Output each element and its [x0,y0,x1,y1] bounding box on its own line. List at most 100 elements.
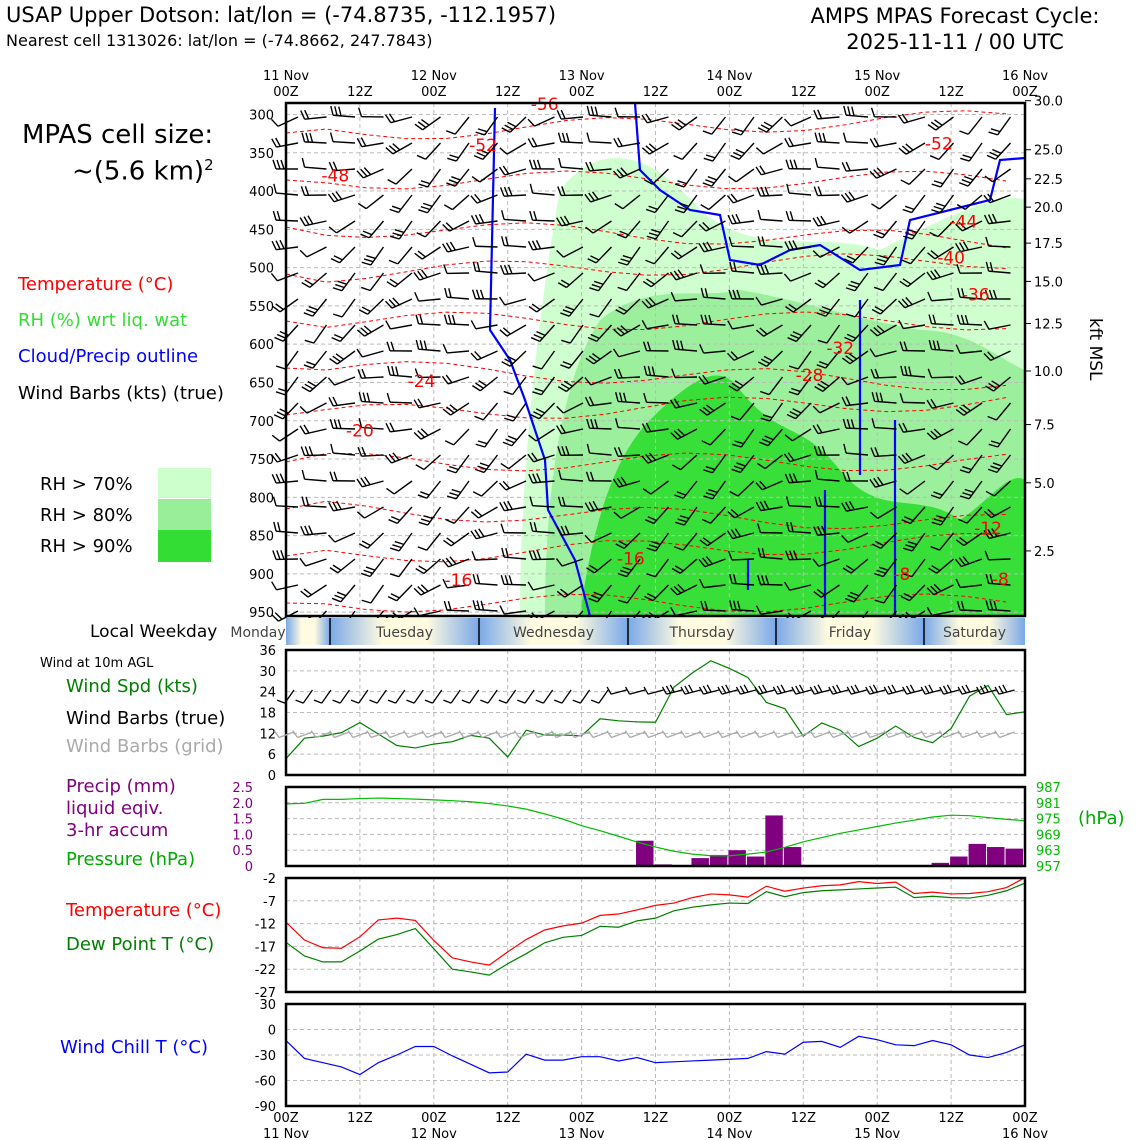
wind-barb [385,142,413,155]
wind-barb-flag [814,132,819,142]
top-hour-label: 00Z [273,85,299,100]
wind-barb-flag [929,155,940,161]
wind-barb [418,168,442,188]
wind-barb-flag [647,366,652,376]
wind-barb [787,324,812,343]
wind-barb [931,194,955,214]
wind-barb-flag [420,180,431,185]
wind-barb-staff [681,220,698,238]
wind-barb [672,339,698,352]
wind-barb-flag [300,525,306,536]
wind-barb-flag [308,305,318,311]
wind-barb-flag [301,281,311,289]
wind-barb-staff [334,376,356,386]
wind-barb-flag [446,406,455,414]
wind-barb-staff [646,401,669,404]
wind-barb-flag [848,191,856,200]
wind-barb-flag [991,528,998,537]
wind-barb-flag [959,469,970,474]
wind-barb-flag [845,313,856,318]
wind-barb-flag [757,547,762,558]
wind-barb-flag [726,195,735,204]
wind-barb-flag [927,252,936,260]
wind-panel-frame [284,648,1027,777]
wind-barb [783,452,812,463]
precip-frame [284,785,1027,868]
wind-barb-flag [987,351,995,360]
true-barb-flag [480,699,489,704]
kft-tick: 20.0 [1034,201,1063,216]
wind-barb [328,396,356,407]
wind-barb-flag [585,471,591,482]
wind-barb [869,476,897,488]
grid-barb-staff [481,731,498,739]
wind-barb [870,368,897,379]
true-barb-flag [998,685,1004,694]
wind-barb-flag [531,240,538,250]
wind-barb-flag [414,292,420,302]
wind-barb [586,418,612,430]
wind-barb-flag [475,131,485,136]
wind-barb-staff [760,610,783,615]
wind-barb [958,428,983,446]
true-barb-flag [754,686,760,695]
wind-barb-staff [306,402,327,414]
wind-barb [931,506,955,526]
wind-barb-flag [357,369,363,379]
wind-barb-flag [841,162,847,172]
wind-barb-flag [502,480,511,489]
top-date-label: 16 Nov [1002,69,1048,84]
wind-barb-flag [418,521,429,526]
wind-barb-flag [788,303,797,311]
wind-barb-flag [899,393,904,403]
grid-wind-barb [532,730,553,739]
wind-barb-flag [817,109,823,119]
wind-barb-flag [561,446,566,456]
wind-barb [703,142,727,162]
wind-barb-staff [626,584,641,604]
true-barb-staff [284,689,295,704]
wind-barb-flag [471,385,481,392]
wind-barb-staff [453,506,470,524]
wind-barb-flag [301,157,306,168]
wind-barb [700,314,726,326]
wind-barb [984,168,1011,183]
grid-wind-barb [735,730,757,739]
wind-barb-flag [646,573,656,578]
wind-barb [955,532,983,547]
true-barb-flag [443,699,452,704]
wind-barb [617,272,641,292]
bottom-date-label: 16 Nov [1002,1127,1048,1140]
wind-barb-flag [875,392,880,402]
wind-barb-flag [708,488,718,494]
wind-barb [845,272,869,292]
wind-barb [443,194,470,211]
wind-barb-flag [670,252,679,260]
wind-barb [641,142,669,155]
wind-barb-flag [702,406,711,414]
wind-barb-flag [304,446,310,456]
wind-barb [985,261,1011,274]
wind-barb [584,376,612,386]
chill-panel-ytick: -30 [255,1049,276,1064]
wind-barb-staff [313,324,328,344]
grid-wind-barb [754,730,775,739]
true-barb-flag [702,685,708,694]
wind-barb-flag [502,165,510,175]
wind-barb-flag [698,558,706,568]
wind-barb [675,506,698,526]
wind-barb-flag [449,154,459,159]
wind-barb-staff [393,480,413,495]
wind-barb-staff [931,298,954,302]
weekday-segment [330,618,479,645]
wind-barb-flag [620,476,628,486]
wind-barb-staff [532,192,555,196]
wind-barb [414,246,441,260]
wind-barb-flag [728,600,733,610]
wind-barb-flag [615,543,625,549]
wind-barb [327,191,356,203]
wind-barb [898,319,926,330]
wind-barb-flag [763,355,773,362]
wind-barb [870,447,897,458]
wind-barb-flag [930,121,940,129]
